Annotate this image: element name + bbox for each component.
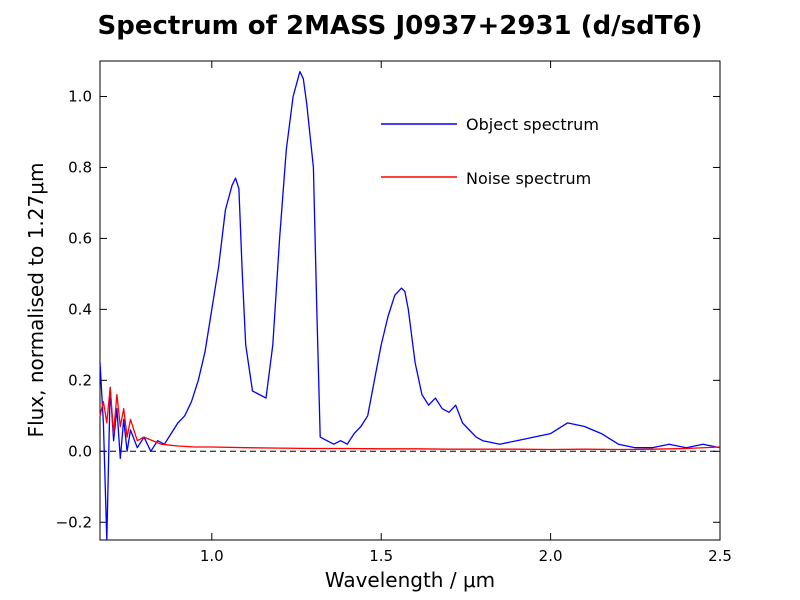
y-tick-label: 1.0 <box>68 87 92 105</box>
y-axis-label: Flux, normalised to 1.27μm <box>24 163 48 438</box>
y-tick-label: 0.8 <box>68 158 92 176</box>
noise-spectrum-line <box>99 386 721 451</box>
y-tick-label: 0.2 <box>68 371 92 389</box>
x-tick-label: 1.0 <box>200 547 224 565</box>
x-axis-ticks: 1.0 1.5 2.0 2.5 <box>200 61 732 565</box>
series-layer <box>99 70 721 541</box>
object-spectrum-line <box>99 70 721 541</box>
y-axis-ticks: −0.2 0.0 0.2 0.4 0.6 0.8 1.0 <box>56 87 720 531</box>
y-tick-label: 0.0 <box>68 442 92 460</box>
y-tick-label: 0.6 <box>68 229 92 247</box>
x-tick-label: 1.5 <box>369 547 393 565</box>
x-axis-label: Wavelength / μm <box>325 568 495 592</box>
y-tick-label: −0.2 <box>56 513 92 531</box>
legend: Object spectrum Noise spectrum <box>381 115 599 188</box>
legend-label-noise: Noise spectrum <box>466 169 591 188</box>
x-tick-label: 2.5 <box>708 547 732 565</box>
chart-title: Spectrum of 2MASS J0937+2931 (d/sdT6) <box>98 11 703 41</box>
legend-label-object: Object spectrum <box>466 115 599 134</box>
x-tick-label: 2.0 <box>539 547 563 565</box>
plot-frame <box>99 60 721 541</box>
y-tick-label: 0.4 <box>68 300 92 318</box>
